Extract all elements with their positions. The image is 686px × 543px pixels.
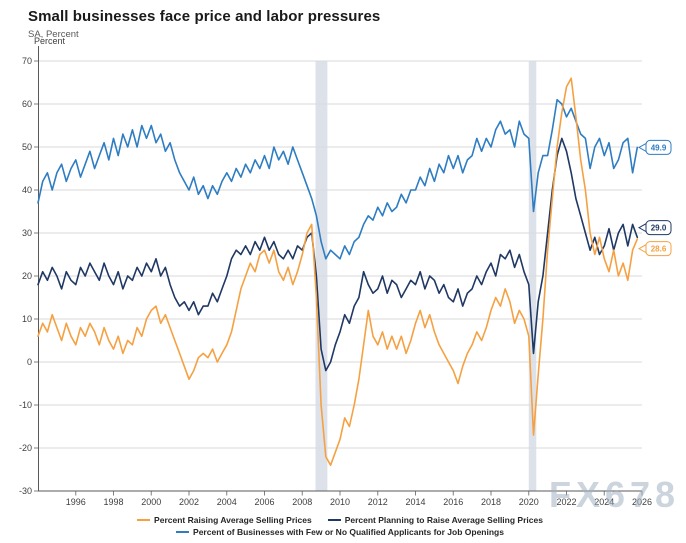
y-tick-label: 50: [22, 142, 32, 152]
legend-label-qualified-applicants: Percent of Businesses with Few or No Qua…: [193, 527, 504, 537]
watermark: FX678: [549, 474, 681, 515]
series-line-0: [37, 77, 639, 467]
y-tick-label: 20: [22, 271, 32, 281]
legend-row-2: Percent of Businesses with Few or No Qua…: [176, 527, 504, 537]
y-tick-label: -10: [19, 400, 32, 410]
x-tick-label: 2024: [594, 497, 614, 507]
y-tick-label: -30: [19, 486, 32, 496]
chart-legend: Percent Raising Average Selling Prices P…: [38, 515, 642, 537]
x-tick-label: 2020: [519, 497, 539, 507]
chart-subtitle: SA, Percent: [28, 29, 79, 40]
end-label-value: 28.6: [651, 245, 667, 254]
x-tick-label: 2008: [292, 497, 312, 507]
x-tick-label: 1996: [66, 497, 86, 507]
y-tick-label: 0: [27, 357, 32, 367]
x-tick-label: 2018: [481, 497, 501, 507]
legend-item-planning-to-raise: Percent Planning to Raise Average Sellin…: [327, 515, 543, 525]
x-tick-label: 2012: [368, 497, 388, 507]
legend-label-planning-to-raise: Percent Planning to Raise Average Sellin…: [344, 515, 543, 525]
end-label-box: [645, 241, 672, 257]
x-tick-label: 2022: [556, 497, 576, 507]
x-tick-label: 2014: [405, 497, 425, 507]
y-tick-label: 10: [22, 314, 32, 324]
legend-dash-navy-icon: [327, 519, 341, 521]
series-line-2: [37, 98, 639, 260]
x-tick-label: 2000: [141, 497, 161, 507]
x-tick-label: 2004: [217, 497, 237, 507]
end-label-box: [645, 139, 672, 155]
page-title: Small businesses face price and labor pr…: [28, 8, 381, 25]
y-tick-label: 40: [22, 185, 32, 195]
legend-item-raising-prices: Percent Raising Average Selling Prices: [137, 515, 312, 525]
legend-dash-orange-icon: [137, 519, 151, 521]
y-tick-label: 60: [22, 99, 32, 109]
end-label-value: 29.0: [651, 224, 667, 233]
series-line-1: [37, 137, 639, 372]
x-tick-label: 2010: [330, 497, 350, 507]
legend-row-1: Percent Raising Average Selling Prices P…: [137, 515, 543, 525]
end-label-value: 49.9: [651, 143, 667, 152]
y-axis-title: Percent: [34, 36, 66, 46]
y-tick-label: 30: [22, 228, 32, 238]
x-tick-label: 2016: [443, 497, 463, 507]
end-label-box: [645, 220, 672, 236]
x-tick-label: 1998: [103, 497, 123, 507]
x-tick-label: 2026: [632, 497, 652, 507]
x-tick-label: 2002: [179, 497, 199, 507]
legend-dash-blue-icon: [176, 531, 190, 533]
y-tick-label: 70: [22, 56, 32, 66]
x-tick-label: 2006: [254, 497, 274, 507]
legend-label-raising-prices: Percent Raising Average Selling Prices: [154, 515, 312, 525]
y-tick-label: -20: [19, 443, 32, 453]
legend-item-qualified-applicants: Percent of Businesses with Few or No Qua…: [176, 527, 504, 537]
